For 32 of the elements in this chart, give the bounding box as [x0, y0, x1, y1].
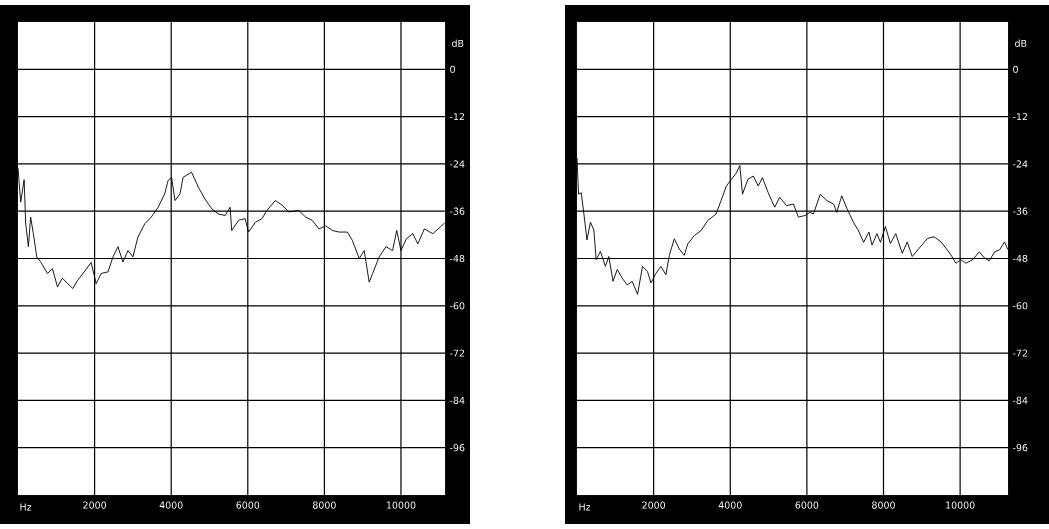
x-tick-label: 10000	[386, 501, 416, 509]
y-tick-label: -84	[1013, 396, 1028, 404]
y-tick-label: -12	[450, 113, 465, 121]
x-tick-label: 4000	[159, 501, 183, 509]
y-tick-label: -72	[1013, 349, 1028, 357]
y-tick-label: -24	[450, 160, 465, 168]
y-tick-label: -48	[450, 254, 465, 263]
y-tick-label: -48	[1013, 254, 1028, 263]
x-tick-label: 6000	[795, 501, 819, 509]
x-tick-label: 4000	[718, 501, 742, 509]
y-tick-label: -60	[1013, 302, 1028, 310]
y-tick-label: -36	[1013, 207, 1028, 215]
y-tick-label: 0	[1013, 65, 1018, 73]
y-tick-label: -36	[450, 207, 465, 215]
y-tick-label: -96	[450, 444, 465, 452]
x-tick-label: 6000	[236, 501, 260, 509]
y-tick-label: -96	[1013, 444, 1028, 452]
y-tick-label: 0	[450, 65, 455, 73]
y-axis-title: dB	[452, 39, 464, 47]
y-tick-label: -84	[450, 396, 465, 404]
x-tick-label: 2000	[83, 501, 107, 509]
x-tick-label: 8000	[872, 501, 895, 509]
x-axis-title: Hz	[579, 503, 591, 511]
y-tick-label: -60	[450, 302, 465, 310]
x-tick-label: 8000	[312, 501, 336, 509]
x-tick-label: 10000	[946, 501, 975, 509]
y-tick-label: -24	[1013, 160, 1028, 168]
x-tick-label: 2000	[642, 501, 666, 509]
y-tick-label: -72	[450, 349, 465, 357]
x-axis-title: Hz	[20, 503, 32, 511]
y-tick-label: -12	[1013, 113, 1028, 121]
y-axis-title: dB	[1015, 39, 1027, 47]
